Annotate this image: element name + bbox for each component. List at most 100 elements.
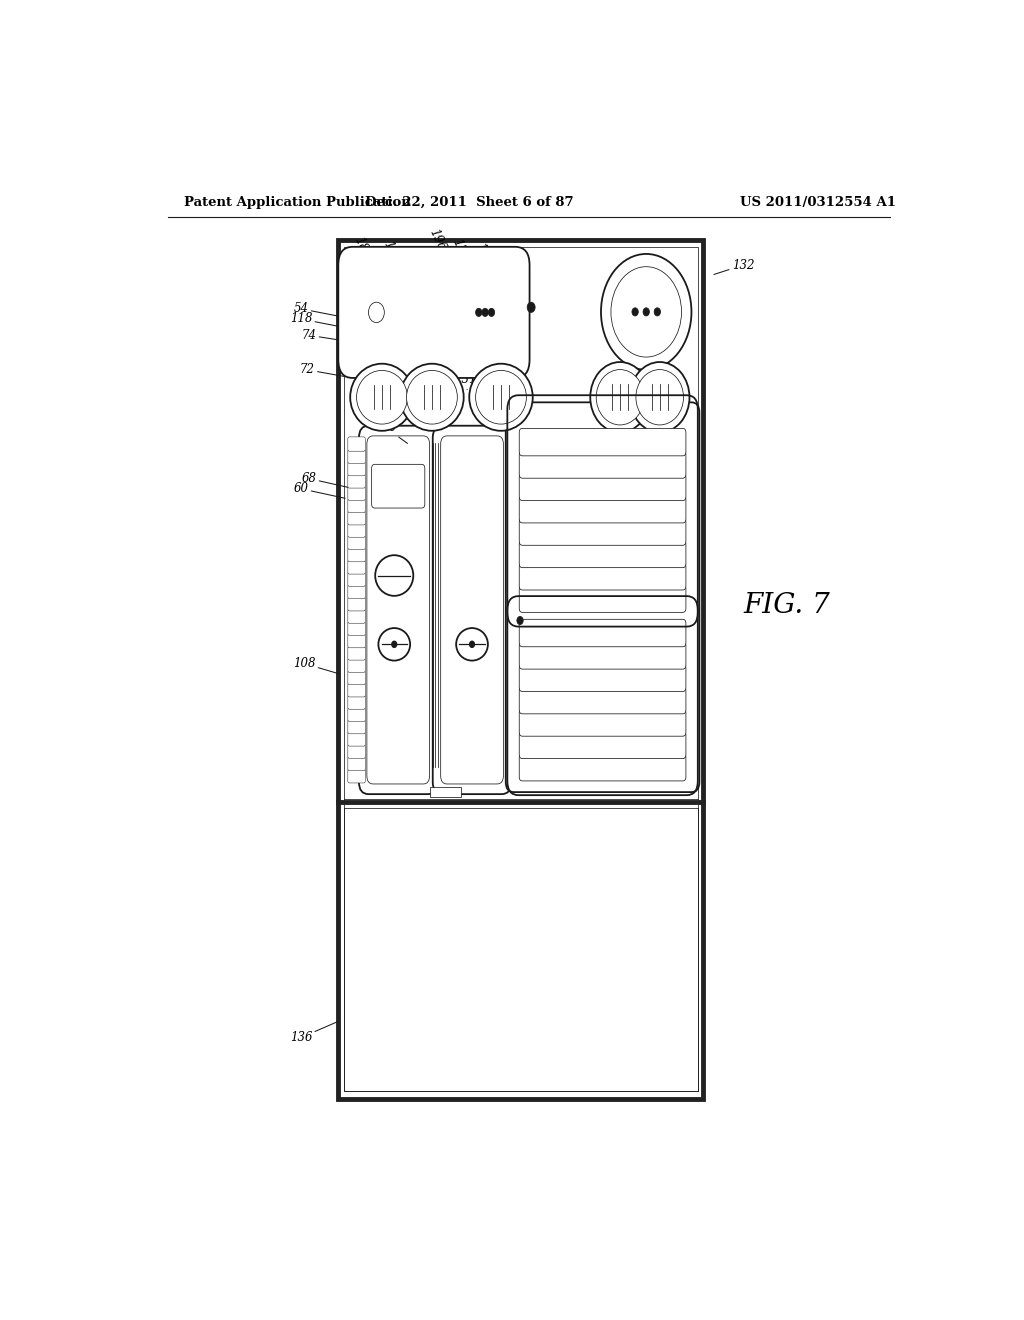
Text: 130: 130 [375, 421, 408, 444]
FancyBboxPatch shape [519, 517, 686, 545]
Text: 128: 128 [381, 239, 402, 272]
Text: 62: 62 [644, 437, 659, 450]
FancyBboxPatch shape [348, 622, 366, 635]
Circle shape [488, 309, 495, 317]
FancyBboxPatch shape [348, 585, 366, 599]
Circle shape [632, 308, 638, 315]
FancyBboxPatch shape [519, 664, 686, 692]
Circle shape [392, 642, 396, 647]
Circle shape [527, 302, 536, 313]
Text: 190: 190 [496, 244, 516, 273]
FancyBboxPatch shape [348, 462, 366, 475]
Text: US 2011/0312554 A1: US 2011/0312554 A1 [740, 195, 896, 209]
Circle shape [517, 616, 523, 624]
Text: Patent Application Publication: Patent Application Publication [183, 195, 411, 209]
FancyBboxPatch shape [348, 634, 366, 648]
Ellipse shape [350, 364, 414, 430]
FancyBboxPatch shape [348, 708, 366, 722]
Text: 196: 196 [427, 227, 449, 265]
FancyBboxPatch shape [348, 474, 366, 488]
Text: 134: 134 [473, 242, 495, 272]
FancyBboxPatch shape [519, 429, 686, 455]
Text: 136: 136 [290, 1022, 338, 1044]
Text: 92: 92 [390, 322, 406, 335]
Ellipse shape [630, 362, 689, 433]
FancyBboxPatch shape [519, 562, 686, 590]
FancyBboxPatch shape [348, 535, 366, 549]
FancyBboxPatch shape [348, 671, 366, 685]
Ellipse shape [456, 628, 487, 660]
Text: 56: 56 [641, 329, 659, 345]
Text: 60: 60 [294, 482, 345, 499]
Circle shape [369, 302, 384, 322]
FancyBboxPatch shape [433, 426, 511, 795]
FancyBboxPatch shape [519, 495, 686, 523]
Text: 92: 92 [450, 322, 465, 339]
FancyBboxPatch shape [519, 686, 686, 714]
Text: 94: 94 [386, 362, 404, 379]
FancyBboxPatch shape [348, 597, 366, 611]
FancyBboxPatch shape [519, 754, 686, 781]
Text: 108: 108 [293, 657, 340, 675]
Text: 76: 76 [636, 540, 651, 557]
FancyBboxPatch shape [348, 609, 366, 623]
FancyBboxPatch shape [348, 486, 366, 500]
FancyBboxPatch shape [519, 619, 686, 647]
Text: 118: 118 [290, 313, 345, 327]
FancyBboxPatch shape [519, 585, 686, 612]
FancyBboxPatch shape [348, 523, 366, 537]
Ellipse shape [407, 371, 458, 424]
Ellipse shape [596, 370, 644, 425]
Text: FIG. 7: FIG. 7 [743, 593, 830, 619]
FancyBboxPatch shape [348, 645, 366, 660]
Circle shape [475, 309, 482, 317]
FancyBboxPatch shape [348, 768, 366, 783]
FancyBboxPatch shape [348, 548, 366, 562]
Text: 132: 132 [714, 259, 755, 275]
Ellipse shape [375, 556, 414, 595]
FancyBboxPatch shape [348, 744, 366, 759]
FancyBboxPatch shape [348, 756, 366, 771]
FancyBboxPatch shape [348, 511, 366, 525]
Text: 58: 58 [650, 339, 669, 354]
FancyBboxPatch shape [348, 560, 366, 574]
FancyBboxPatch shape [348, 731, 366, 746]
Text: 74: 74 [301, 329, 345, 342]
FancyBboxPatch shape [348, 719, 366, 734]
FancyBboxPatch shape [348, 572, 366, 586]
FancyBboxPatch shape [519, 731, 686, 759]
Bar [338, 240, 703, 1098]
Ellipse shape [636, 370, 684, 425]
Ellipse shape [475, 371, 526, 424]
FancyBboxPatch shape [348, 449, 366, 463]
FancyBboxPatch shape [519, 473, 686, 500]
FancyBboxPatch shape [519, 450, 686, 478]
Circle shape [601, 253, 691, 370]
Ellipse shape [400, 364, 464, 430]
FancyBboxPatch shape [359, 426, 437, 795]
Ellipse shape [379, 628, 411, 660]
FancyBboxPatch shape [348, 694, 366, 709]
Bar [430, 787, 461, 797]
FancyBboxPatch shape [338, 247, 529, 378]
Text: 188: 188 [351, 235, 373, 268]
FancyBboxPatch shape [348, 499, 366, 512]
FancyBboxPatch shape [348, 682, 366, 697]
Circle shape [654, 308, 660, 315]
Circle shape [482, 309, 488, 317]
FancyBboxPatch shape [519, 709, 686, 737]
Circle shape [643, 308, 649, 315]
Text: 72: 72 [636, 475, 651, 492]
Ellipse shape [590, 362, 650, 433]
FancyBboxPatch shape [506, 403, 699, 792]
Circle shape [470, 642, 474, 647]
FancyBboxPatch shape [372, 465, 425, 508]
Circle shape [611, 267, 682, 358]
Text: 68: 68 [301, 473, 351, 488]
Text: Dec. 22, 2011  Sheet 6 of 87: Dec. 22, 2011 Sheet 6 of 87 [365, 195, 573, 209]
FancyBboxPatch shape [519, 540, 686, 568]
FancyBboxPatch shape [348, 437, 366, 451]
Bar [344, 247, 697, 1092]
Text: 126: 126 [450, 236, 470, 269]
FancyBboxPatch shape [348, 659, 366, 672]
